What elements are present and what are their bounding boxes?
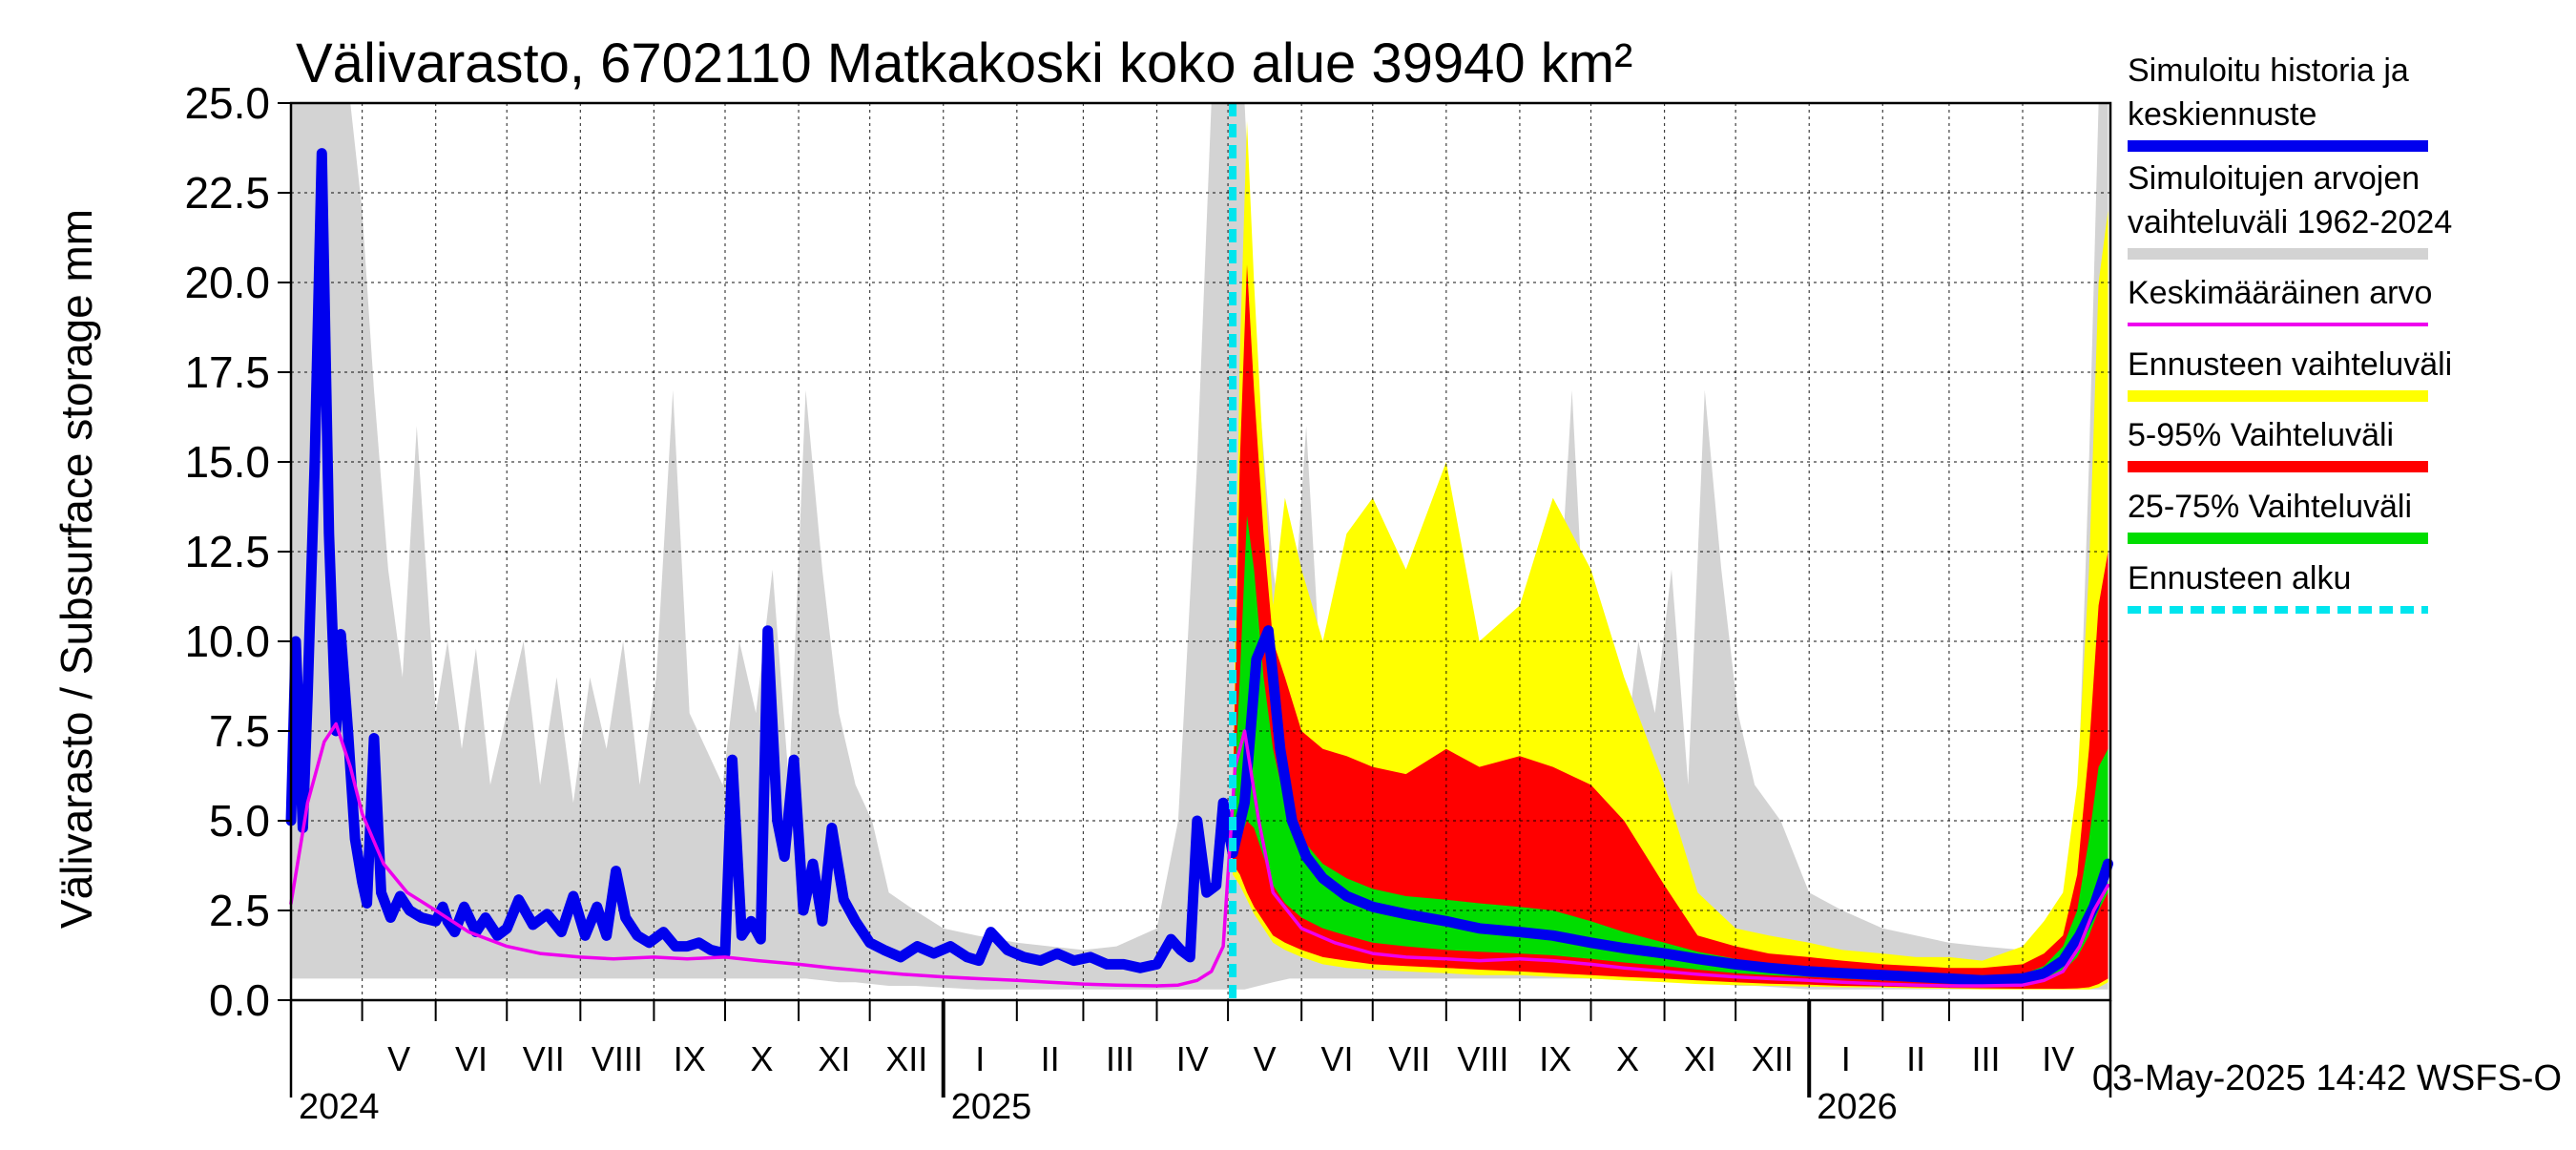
month-label: IX [1539, 1039, 1571, 1078]
month-label: IV [1176, 1039, 1209, 1078]
footer-timestamp: 03-May-2025 14:42 WSFS-O [2092, 1058, 2562, 1098]
year-label: 2025 [951, 1087, 1032, 1127]
series-line-mean [289, 721, 2110, 988]
series-line-simulated [285, 148, 2113, 986]
legend-label: 5-95% Vaihteluväli [2128, 417, 2394, 453]
month-label: II [1041, 1039, 1060, 1078]
month-label: XI [1684, 1039, 1716, 1078]
month-label: I [975, 1039, 985, 1078]
month-label: XII [1752, 1039, 1794, 1078]
month-label: X [1616, 1039, 1639, 1078]
band-2 [1233, 264, 2109, 989]
y-axis-label: Välivarasto / Subsurface storage mm [52, 209, 101, 929]
year-label: 2024 [299, 1087, 380, 1127]
legend-label: keskiennuste [2128, 96, 2316, 133]
legend-label: Keskimääräinen arvo [2128, 275, 2432, 311]
legend-label: 25-75% Vaihteluväli [2128, 489, 2412, 525]
legend-label: Simuloitu historia ja [2128, 52, 2409, 89]
month-label: VI [455, 1039, 488, 1078]
legend-label: Simuloitujen arvojen [2128, 160, 2420, 197]
y-tick-label: 5.0 [209, 796, 270, 846]
month-label: V [1254, 1039, 1277, 1078]
legend-item-p595: 5-95% Vaihteluväli [2128, 417, 2428, 472]
month-label: VII [1388, 1039, 1430, 1078]
month-label: IX [674, 1039, 706, 1078]
legend-item-hist: Simuloitujen arvojen vaihteluväli 1962-20… [2128, 160, 2452, 260]
year-label: 2026 [1817, 1087, 1898, 1127]
month-label: IV [2042, 1039, 2074, 1078]
month-label: I [1841, 1039, 1851, 1078]
month-label: XI [818, 1039, 850, 1078]
month-label: VIII [592, 1039, 643, 1078]
legend-item-fstart: Ennusteen alku [2128, 560, 2428, 614]
month-label: III [1106, 1039, 1134, 1078]
bands-layer [291, 103, 2109, 990]
y-tick-label: 17.5 [184, 347, 270, 397]
legend-label: Ennusteen vaihteluväli [2128, 346, 2452, 383]
axes-layer: 0.0 2.5 5.0 7.5 10.0 12.5 15.0 17.5 20.0 22.5 25.0… [184, 78, 2112, 1127]
month-label: V [387, 1039, 410, 1078]
y-tick-label: 20.0 [184, 258, 270, 307]
y-tick-label: 7.5 [209, 706, 270, 756]
y-tick-label: 25.0 [184, 78, 270, 128]
legend-label: Ennusteen alku [2128, 560, 2351, 596]
legend-item-mean: Keskimääräinen arvo [2128, 275, 2432, 326]
y-tick-label: 12.5 [184, 527, 270, 576]
month-label: VI [1320, 1039, 1353, 1078]
month-label: VII [523, 1039, 565, 1078]
y-tick-label: 2.5 [209, 886, 270, 935]
month-label: X [751, 1039, 774, 1078]
month-label: III [1971, 1039, 2000, 1078]
legend-label: vaihteluväli 1962-2024 [2128, 204, 2452, 240]
y-tick-label: 0.0 [209, 975, 270, 1025]
legend-item-sim: Simuloitu historia ja keskiennuste [2128, 52, 2428, 152]
month-label: XII [885, 1039, 927, 1078]
series-layer [285, 103, 2113, 1000]
y-tick-label: 15.0 [184, 437, 270, 487]
chart-title: Välivarasto, 6702110 Matkakoski koko alu… [296, 32, 1632, 94]
y-tick-label: 22.5 [184, 168, 270, 218]
month-label: II [1906, 1039, 1925, 1078]
legend-item-p2575: 25-75% Vaihteluväli [2128, 489, 2428, 544]
legend-item-ens: Ennusteen vaihteluväli [2128, 346, 2452, 402]
legend: Simuloitu historia jakeskiennusteSimuloi… [2128, 52, 2452, 614]
month-label: VIII [1457, 1039, 1508, 1078]
y-tick-label: 10.0 [184, 617, 270, 666]
plot-frame [289, 101, 2112, 1002]
